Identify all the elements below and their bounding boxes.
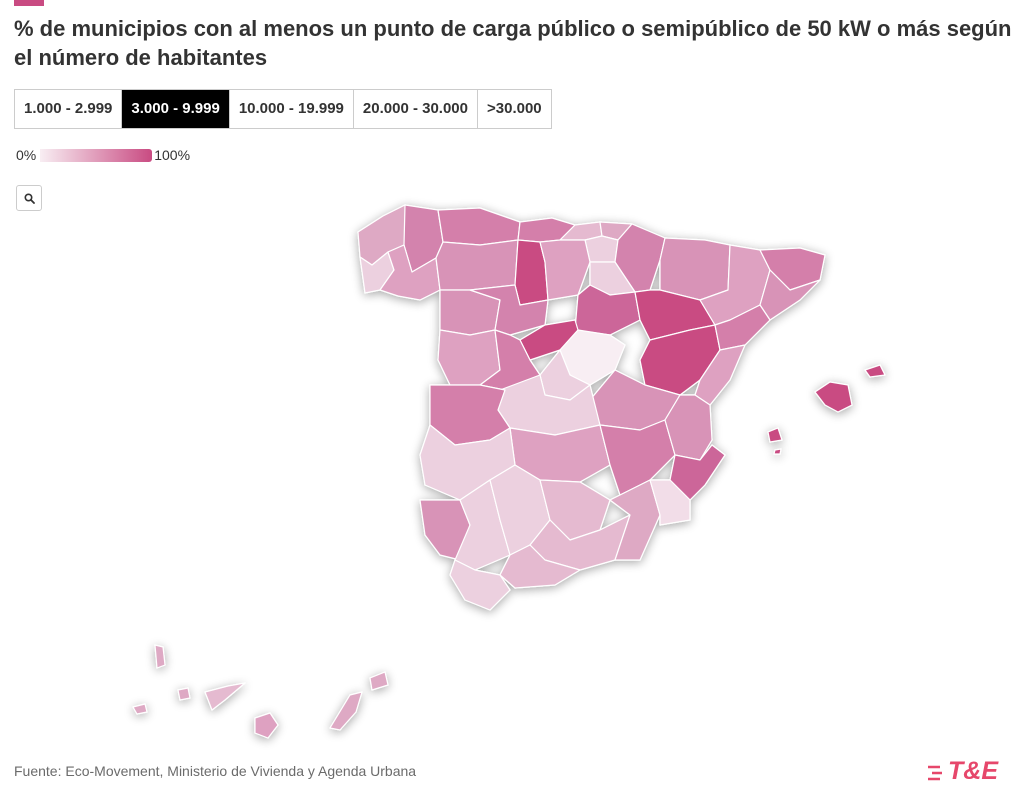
- province-leon[interactable]: [435, 239, 519, 291]
- chart-title: % de municipios con al menos un punto de…: [14, 16, 1012, 70]
- province-asturias[interactable]: [437, 207, 521, 246]
- logo-text: T&E: [948, 757, 998, 785]
- province-ourense[interactable]: [379, 244, 441, 301]
- province-malaga[interactable]: [499, 544, 581, 589]
- island-la-palma[interactable]: [154, 644, 166, 669]
- province-burgos[interactable]: [539, 239, 591, 301]
- legend-min-label: 0%: [16, 147, 37, 163]
- island-gran-canaria[interactable]: [254, 712, 279, 739]
- tab-3000-9999[interactable]: 3.000 - 9.999: [121, 90, 229, 128]
- province-albacete[interactable]: [599, 419, 676, 496]
- tab-10000-19999[interactable]: 10.000 - 19.999: [228, 90, 353, 128]
- tab-1000-2999[interactable]: 1.000 - 2.999: [15, 90, 122, 128]
- color-legend: 0% 100%: [16, 146, 190, 164]
- source-note: Fuente: Eco-Movement, Ministerio de Vivi…: [14, 763, 417, 779]
- tab-over-30000[interactable]: >30.000: [477, 90, 551, 128]
- island-el-hierro[interactable]: [132, 703, 148, 715]
- legend-gradient: [40, 148, 153, 162]
- search-icon: [23, 192, 35, 204]
- island-lanzarote[interactable]: [369, 671, 389, 691]
- island-menorca[interactable]: [864, 364, 886, 378]
- zoom-search-button[interactable]: [16, 185, 42, 211]
- province-valencia[interactable]: [664, 394, 713, 461]
- accent-bar: [14, 0, 44, 6]
- island-fuerteventura[interactable]: [329, 691, 363, 731]
- tab-20000-30000[interactable]: 20.000 - 30.000: [352, 90, 477, 128]
- island-mallorca[interactable]: [814, 381, 853, 413]
- te-logo: T&E: [926, 757, 1014, 785]
- island-formentera[interactable]: [773, 448, 782, 455]
- legend-max-label: 100%: [154, 147, 191, 163]
- logo-stripes-icon: [928, 765, 942, 781]
- province-cadiz[interactable]: [449, 559, 511, 611]
- island-ibiza[interactable]: [767, 427, 783, 443]
- island-la-gomera[interactable]: [177, 687, 191, 701]
- island-tenerife[interactable]: [204, 682, 246, 711]
- province-almeria[interactable]: [609, 479, 661, 561]
- province-alava[interactable]: [584, 235, 619, 263]
- province-murcia[interactable]: [649, 479, 691, 526]
- province-huesca[interactable]: [659, 237, 731, 301]
- population-tabs: 1.000 - 2.999 3.000 - 9.999 10.000 - 19.…: [14, 89, 552, 129]
